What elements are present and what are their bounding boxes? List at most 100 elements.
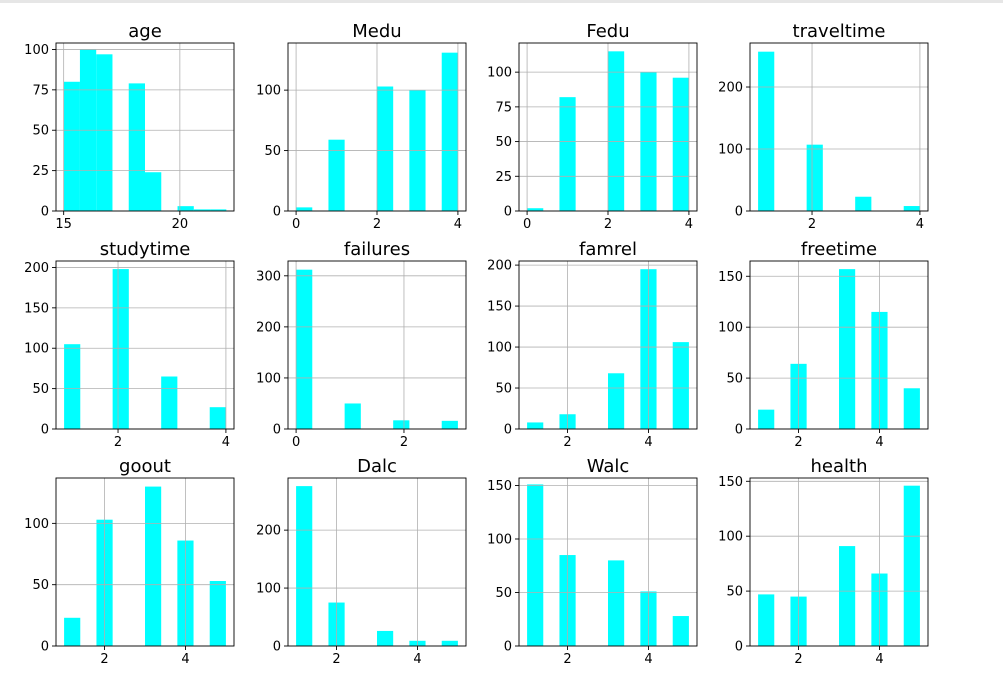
subplot-freetime: freetime 2 4 0 50 100 150: [718, 239, 929, 450]
histogram-bar: [441, 420, 458, 429]
y-tick-label: 150: [24, 301, 49, 316]
histogram-bar: [903, 206, 920, 211]
axes-frame: [749, 42, 929, 212]
histogram-bar: [145, 486, 162, 646]
y-tick-label: 100: [24, 517, 49, 532]
y-tick-label: 100: [256, 582, 281, 597]
histogram-bar: [145, 172, 162, 211]
x-tick-label: 4: [644, 652, 652, 667]
histogram-bar: [296, 207, 313, 211]
top-divider: [0, 0, 1003, 3]
histogram-bar: [441, 52, 458, 211]
y-tick-label: 200: [256, 320, 281, 335]
y-tick-label: 50: [495, 382, 512, 397]
y-tick-label: 150: [718, 475, 743, 490]
y-tick-label: 200: [718, 81, 743, 96]
y-tick-label: 50: [32, 578, 49, 593]
histogram-bar: [559, 97, 576, 211]
y-tick-label: 100: [24, 342, 49, 357]
x-tick-label: 0: [292, 217, 300, 232]
y-tick-label: 0: [504, 205, 512, 220]
x-tick-label: 2: [332, 652, 340, 667]
axes-frame: [518, 260, 698, 430]
histogram-bar: [177, 206, 194, 211]
y-tick-label: 75: [495, 100, 512, 115]
y-tick-label: 100: [487, 532, 512, 547]
y-tick-label: 50: [32, 382, 49, 397]
y-tick-label: 0: [273, 423, 281, 438]
subplot-title: freetime: [801, 239, 877, 260]
y-tick-label: 100: [487, 341, 512, 356]
histogram-bar: [806, 144, 823, 211]
histogram-bar: [839, 546, 856, 646]
x-tick-label: 0: [523, 217, 531, 232]
histogram-bar: [63, 81, 80, 212]
x-tick-label: 2: [563, 435, 571, 450]
x-tick-label: 2: [563, 652, 571, 667]
y-tick-label: 0: [735, 640, 743, 655]
x-tick-label: 4: [222, 435, 230, 450]
histogram-bar: [193, 209, 211, 211]
subplot-age: age 15 20 0 25 50 75 100: [24, 21, 235, 232]
histogram-bar: [672, 77, 689, 211]
histogram-bar: [608, 560, 625, 646]
y-tick-label: 50: [495, 586, 512, 601]
y-tick-label: 150: [487, 479, 512, 494]
x-tick-label: 2: [100, 652, 108, 667]
y-tick-label: 0: [41, 423, 49, 438]
x-tick-label: 15: [55, 217, 72, 232]
histogram-bar: [903, 485, 920, 646]
y-tick-label: 300: [256, 269, 281, 284]
subplot-title: Medu: [352, 21, 401, 42]
histogram-bar: [210, 209, 227, 211]
histogram-bar: [903, 388, 920, 429]
subplot-title: traveltime: [793, 21, 886, 42]
y-tick-label: 100: [718, 143, 743, 158]
histogram-bar: [672, 342, 689, 429]
subplot-goout: goout 2 4 0 50 100: [24, 456, 235, 667]
histogram-bar: [527, 484, 544, 646]
histogram-bar: [377, 86, 394, 211]
histogram-bar: [161, 376, 178, 429]
x-tick-label: 2: [400, 435, 408, 450]
subplot-title: health: [811, 456, 868, 477]
histogram-bar: [839, 269, 856, 429]
y-tick-label: 100: [256, 371, 281, 386]
x-tick-label: 2: [114, 435, 122, 450]
x-tick-label: 4: [644, 435, 652, 450]
y-tick-label: 50: [264, 144, 281, 159]
histogram-bar: [608, 51, 625, 211]
y-tick-label: 25: [495, 170, 512, 185]
axes-frame: [749, 477, 929, 647]
subplot-Medu: Medu 0 2 4 0 50 100: [256, 21, 467, 232]
histogram-bar: [112, 269, 129, 429]
y-tick-label: 0: [41, 205, 49, 220]
subplot-failures: failures 0 2 0 100 200 300: [256, 239, 467, 450]
y-tick-label: 200: [487, 259, 512, 274]
subplot-Fedu: Fedu 0 2 4 0 25 50 75 100: [487, 21, 698, 232]
axes-frame: [55, 477, 235, 647]
histogram-bar: [64, 344, 81, 429]
x-tick-label: 2: [373, 217, 381, 232]
subplot-title: age: [128, 21, 162, 42]
subplot-title: goout: [119, 456, 171, 477]
axes-frame: [55, 42, 235, 212]
y-tick-label: 0: [504, 640, 512, 655]
x-tick-label: 4: [875, 435, 883, 450]
y-tick-label: 100: [718, 530, 743, 545]
axes-frame: [518, 477, 698, 647]
axes-frame: [749, 260, 929, 430]
axes-frame: [287, 260, 467, 430]
histogram-bar: [855, 196, 872, 211]
x-tick-label: 2: [794, 652, 802, 667]
histogram-bar: [96, 54, 113, 211]
histogram-bar: [527, 422, 544, 429]
subplot-title: Fedu: [586, 21, 629, 42]
y-tick-label: 100: [256, 84, 281, 99]
x-tick-label: 20: [172, 217, 189, 232]
subplot-Walc: Walc 2 4 0 50 100 150: [487, 456, 698, 667]
x-tick-label: 0: [292, 435, 300, 450]
histogram-bar: [527, 208, 544, 211]
x-tick-label: 2: [808, 217, 816, 232]
